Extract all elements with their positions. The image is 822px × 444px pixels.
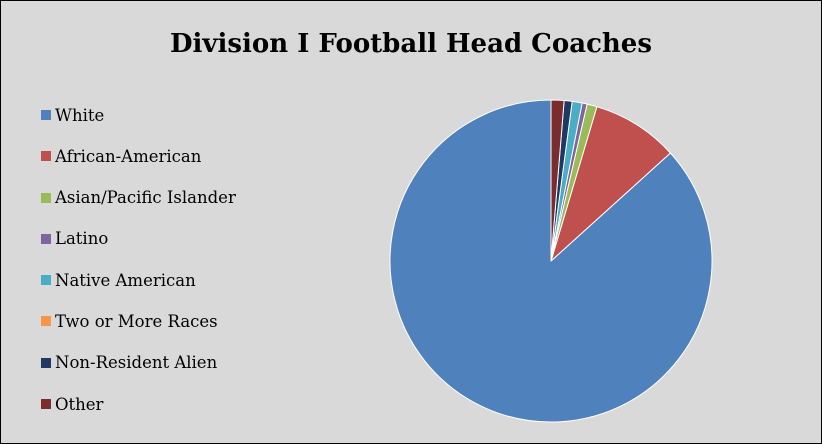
chart-title: Division I Football Head Coaches — [170, 29, 652, 59]
legend-swatch-african-american — [41, 151, 51, 162]
legend-swatch-native-american — [41, 275, 51, 286]
legend-item-non-resident-alien: Non-Resident Alien — [41, 353, 236, 373]
legend-item-two-or-more-races: Two or More Races — [41, 311, 236, 331]
legend-swatch-asian-pacific-islander — [41, 192, 51, 203]
legend-swatch-two-or-more-races — [41, 316, 51, 327]
legend-label-white: White — [55, 105, 105, 125]
legend-swatch-white — [41, 110, 51, 120]
legend-swatch-other — [41, 399, 51, 410]
legend-label-native-american: Native American — [55, 270, 196, 290]
legend-item-latino: Latino — [41, 229, 236, 249]
legend-swatch-non-resident-alien — [41, 357, 51, 368]
legend-label-other: Other — [55, 394, 104, 414]
legend: White African-American Asian/Pacific Isl… — [41, 105, 236, 435]
legend-swatch-latino — [41, 233, 51, 244]
legend-item-native-american: Native American — [41, 270, 236, 290]
legend-label-two-or-more-races: Two or More Races — [55, 311, 218, 331]
legend-label-latino: Latino — [55, 229, 109, 249]
legend-item-other: Other — [41, 394, 236, 414]
legend-label-african-american: African-American — [55, 146, 202, 166]
legend-label-asian-pacific-islander: Asian/Pacific Islander — [55, 188, 236, 208]
legend-item-african-american: African-American — [41, 146, 236, 166]
legend-label-non-resident-alien: Non-Resident Alien — [55, 353, 218, 373]
pie-slice-other — [550, 99, 565, 262]
legend-item-asian-pacific-islander: Asian/Pacific Islander — [41, 188, 236, 208]
pie-slice-african-american — [550, 106, 671, 262]
legend-item-white: White — [41, 105, 236, 125]
